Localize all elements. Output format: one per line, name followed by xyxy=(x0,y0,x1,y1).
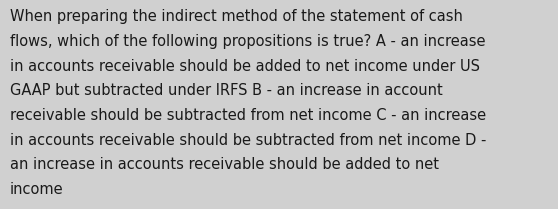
Text: When preparing the indirect method of the statement of cash: When preparing the indirect method of th… xyxy=(10,9,463,24)
Text: income: income xyxy=(10,182,64,197)
Text: receivable should be subtracted from net income C - an increase: receivable should be subtracted from net… xyxy=(10,108,486,123)
Text: in accounts receivable should be added to net income under US: in accounts receivable should be added t… xyxy=(10,59,480,74)
Text: an increase in accounts receivable should be added to net: an increase in accounts receivable shoul… xyxy=(10,157,439,172)
Text: flows, which of the following propositions is true? A - an increase: flows, which of the following propositio… xyxy=(10,34,485,49)
Text: in accounts receivable should be subtracted from net income D -: in accounts receivable should be subtrac… xyxy=(10,133,487,148)
Text: GAAP but subtracted under IRFS B - an increase in account: GAAP but subtracted under IRFS B - an in… xyxy=(10,83,443,98)
